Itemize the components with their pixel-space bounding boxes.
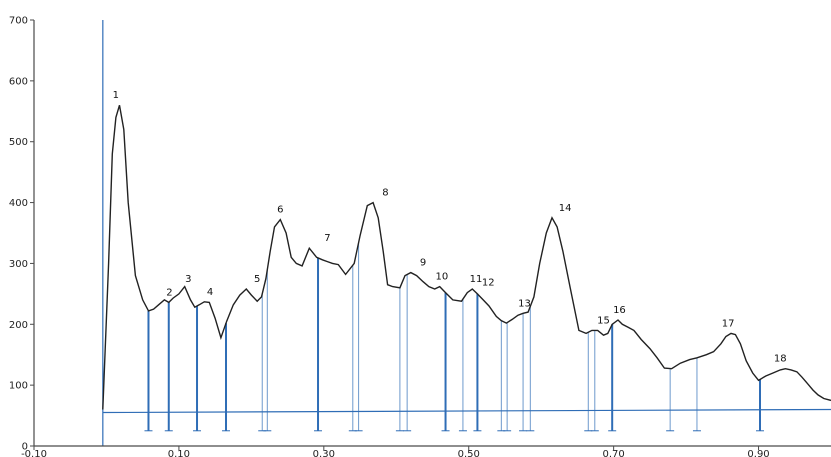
peak-label: 17 [722,318,735,329]
peak-label: 15 [597,315,610,326]
peak-label: 13 [518,298,531,309]
y-tick-label: 400 [9,198,28,209]
peak-label: 10 [436,272,449,283]
peak-label: 2 [166,287,172,298]
x-tick-label: 0.50 [458,449,480,457]
peak-label: 7 [324,233,330,244]
y-tick-label: 500 [9,137,28,148]
signal-trace-line [102,105,831,410]
y-tick-label: 700 [9,16,28,27]
x-tick-label: 0.90 [747,449,769,457]
peak-label: 16 [613,305,626,316]
y-tick-layer: 0 100 200 300 400 500 600 700 [9,16,34,453]
x-tick-label: 0.70 [603,449,625,457]
peak-label: 6 [277,205,283,216]
y-tick-label: 100 [9,381,28,392]
peak-label: 12 [482,278,495,289]
x-tick-label: -0.10 [21,449,47,457]
peak-label: 9 [420,258,426,269]
peak-label: 14 [559,203,572,214]
boundary-lines-layer [144,242,764,432]
baseline-line [102,408,831,414]
x-tick-label: 0.30 [313,449,335,457]
peak-label: 18 [774,354,787,365]
peak-label: 3 [185,274,191,285]
peak-label: 11 [470,274,483,285]
y-tick-label: 300 [9,259,28,270]
x-tick-label: 0.10 [168,449,190,457]
peak-label: 1 [113,90,119,101]
peak-label: 8 [382,188,388,199]
y-tick-label: 600 [9,76,28,87]
peak-label: 4 [207,287,213,298]
peak-label: 5 [254,274,260,285]
y-tick-label: 200 [9,320,28,331]
y-tick-label: 0 [22,442,28,453]
x-tick-layer: -0.10 0.10 0.30 0.50 0.70 0.90 [21,446,770,457]
